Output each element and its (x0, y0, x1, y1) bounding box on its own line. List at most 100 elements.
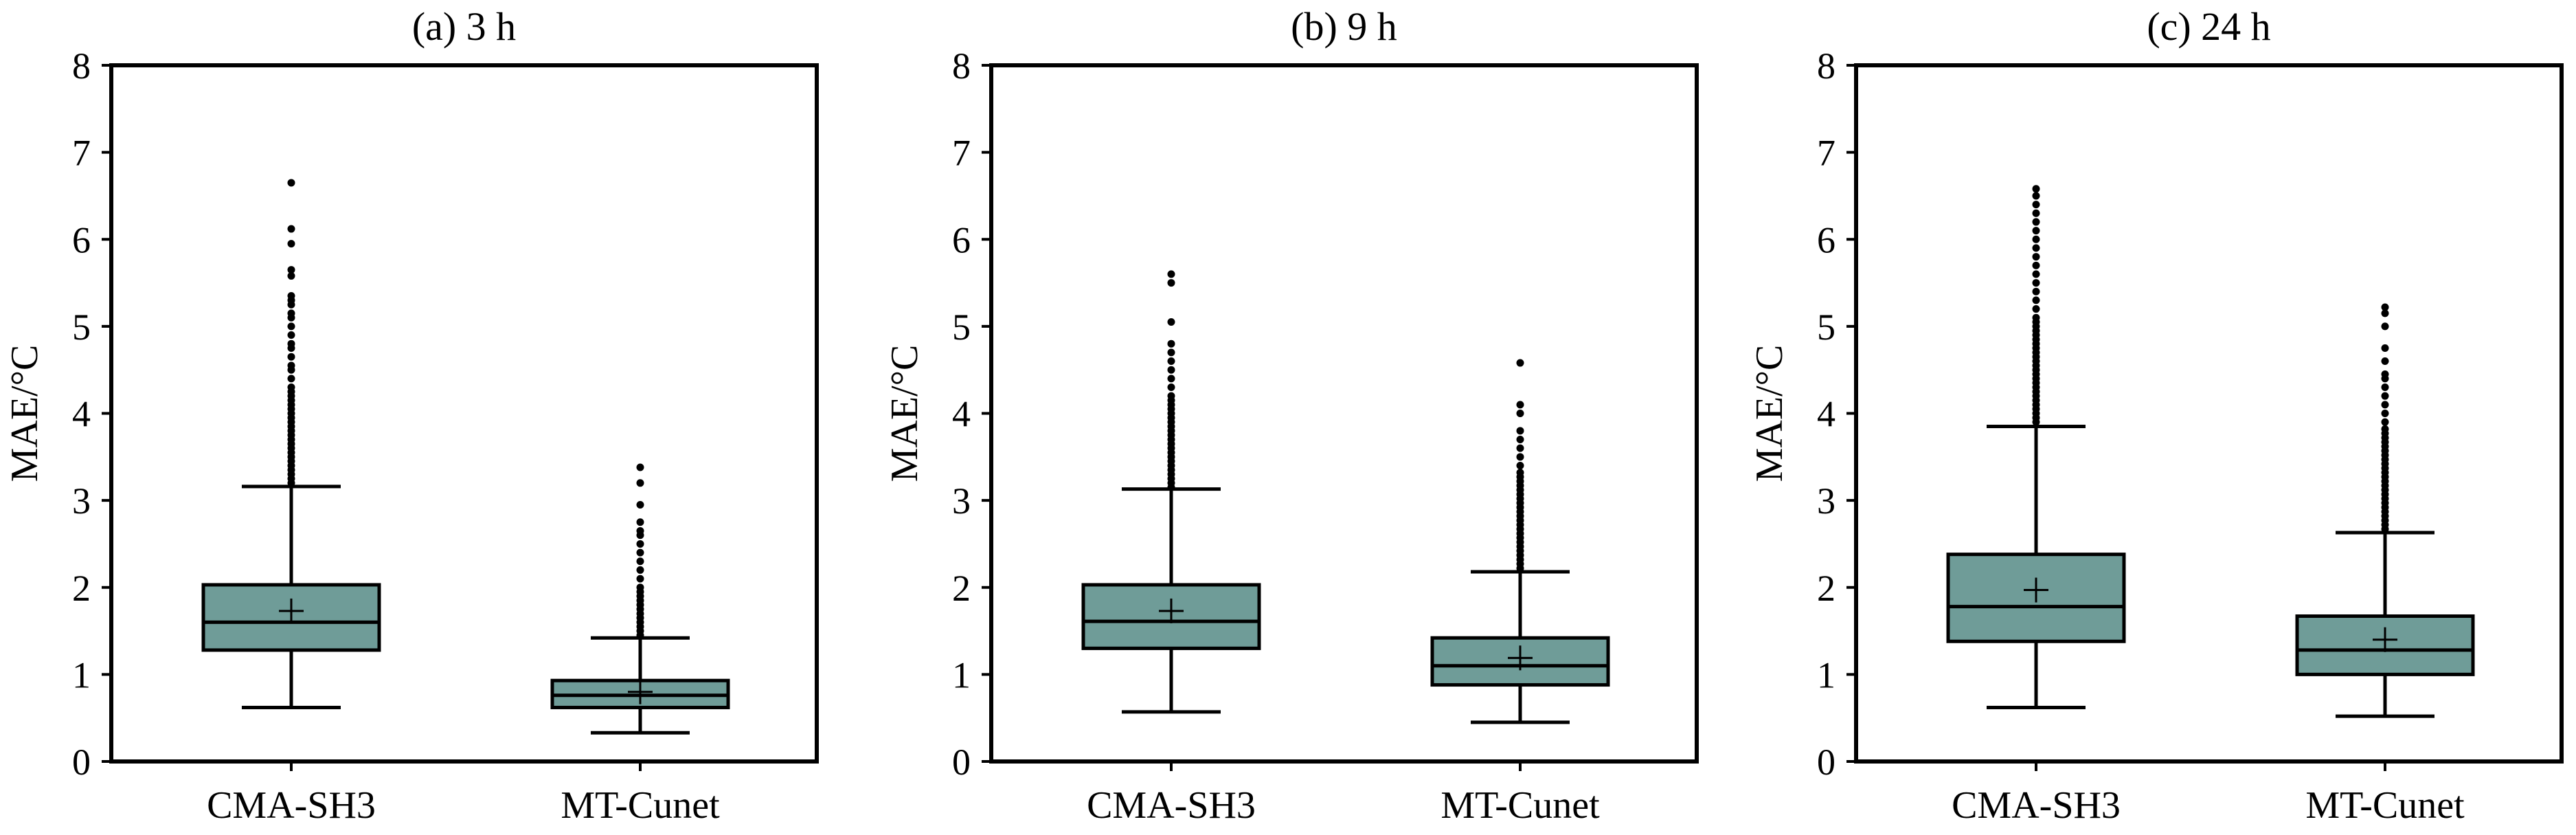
y-tick-label: 8 (72, 45, 91, 87)
outlier-point (2032, 305, 2040, 313)
outlier-point (636, 463, 644, 471)
chart-title: (b) 9 h (1291, 4, 1397, 49)
outlier-point (287, 240, 295, 248)
x-tick-label: MT-Cunet (561, 784, 720, 827)
chart-title: (a) 3 h (412, 4, 516, 49)
outlier-point (287, 353, 295, 361)
outlier-point (287, 309, 295, 318)
outlier-point (1516, 359, 1524, 367)
outlier-point (1167, 270, 1175, 278)
y-tick-label: 0 (1817, 742, 1835, 783)
x-tick-label: MT-Cunet (1440, 784, 1600, 827)
chart-panel-1: (a) 3 h MAE/°C 0 1 2 3 4 5 6 7 8 CMA-SH3 MT-Cunet (3, 4, 819, 827)
outlier-point (636, 500, 644, 509)
outlier-point (2032, 270, 2040, 278)
y-axis-label: MAE/°C (3, 345, 46, 482)
outlier-point (1167, 339, 1175, 348)
outlier-point (1516, 410, 1524, 417)
outlier-point (287, 322, 295, 331)
outlier-point (636, 518, 644, 526)
outlier-point (2032, 261, 2040, 269)
outlier-point (287, 271, 295, 280)
outlier-point (1516, 427, 1524, 435)
outlier-point (2032, 185, 2040, 193)
y-tick-label: 7 (952, 133, 971, 174)
outlier-point (2381, 303, 2389, 311)
outlier-point (1516, 461, 1524, 469)
outlier-point (2032, 227, 2040, 235)
y-axis-label: MAE/°C (883, 345, 926, 482)
outlier-point (2381, 357, 2389, 366)
y-tick-label: 2 (1817, 568, 1835, 609)
outlier-point (1167, 348, 1175, 357)
outlier-point (636, 548, 644, 557)
outlier-point (2381, 383, 2389, 392)
outlier-point (2032, 287, 2040, 296)
x-tick-label: CMA-SH3 (1952, 784, 2121, 827)
outlier-point (636, 526, 644, 535)
outlier-point (636, 583, 644, 592)
outlier-point (1167, 383, 1175, 392)
x-tick-label: CMA-SH3 (207, 784, 376, 827)
y-tick-label: 4 (72, 394, 91, 435)
outlier-point (1167, 318, 1175, 326)
y-tick-label: 4 (952, 394, 971, 435)
outlier-point (2381, 370, 2389, 379)
outlier-point (2381, 425, 2389, 433)
outlier-point (636, 479, 644, 487)
outlier-point (2381, 401, 2389, 409)
outlier-point (1516, 444, 1524, 452)
outlier-point (2032, 296, 2040, 304)
y-tick-label: 3 (1817, 480, 1835, 522)
outlier-point (287, 339, 295, 348)
y-tick-label: 8 (952, 45, 971, 87)
x-tick-label: MT-Cunet (2305, 784, 2465, 827)
outlier-point (2032, 209, 2040, 217)
outlier-point (287, 361, 295, 370)
outlier-point (287, 225, 295, 233)
y-tick-label: 5 (1817, 307, 1835, 348)
y-tick-label: 4 (1817, 394, 1835, 435)
chart-panel-2: (b) 9 h MAE/°C 0 1 2 3 4 5 6 7 8 CMA-SH3 MT-Cunet (883, 4, 1699, 827)
outlier-point (287, 375, 295, 383)
outlier-point (1516, 469, 1524, 477)
x-tick-label: CMA-SH3 (1087, 784, 1256, 827)
outlier-point (2032, 218, 2040, 226)
outlier-point (2032, 279, 2040, 287)
y-tick-label: 0 (72, 742, 91, 783)
outlier-point (2381, 344, 2389, 353)
outlier-point (1167, 357, 1175, 366)
outlier-point (636, 557, 644, 566)
y-tick-label: 6 (952, 219, 971, 260)
y-tick-label: 5 (72, 307, 91, 348)
y-axis-label: MAE/°C (1748, 345, 1791, 482)
outlier-point (2032, 244, 2040, 252)
plot-frame (989, 63, 1699, 764)
outlier-point (2381, 410, 2389, 417)
outlier-point (287, 179, 295, 187)
outlier-point (287, 331, 295, 339)
y-tick-label: 0 (952, 742, 971, 783)
chart-panel-3: (c) 24 h MAE/°C 0 1 2 3 4 5 6 7 8 CMA-SH3 MT-Cunet (1748, 4, 2564, 827)
outlier-point (2032, 253, 2040, 261)
y-tick-label: 1 (952, 654, 971, 695)
y-tick-label: 2 (952, 568, 971, 609)
outlier-point (636, 539, 644, 548)
outlier-point (1167, 366, 1175, 374)
outlier-point (2381, 322, 2389, 331)
outlier-point (1516, 435, 1524, 443)
outlier-point (1516, 401, 1524, 409)
y-tick-label: 3 (72, 480, 91, 522)
y-tick-label: 7 (1817, 133, 1835, 174)
y-tick-label: 3 (952, 480, 971, 522)
outlier-point (1167, 279, 1175, 287)
outlier-point (636, 575, 644, 583)
outlier-point (1516, 453, 1524, 461)
y-tick-label: 8 (1817, 45, 1835, 87)
y-tick-label: 6 (1817, 219, 1835, 260)
y-tick-label: 1 (1817, 654, 1835, 695)
outlier-point (1167, 375, 1175, 383)
outlier-point (2381, 392, 2389, 400)
plot-frame (1854, 63, 2564, 764)
